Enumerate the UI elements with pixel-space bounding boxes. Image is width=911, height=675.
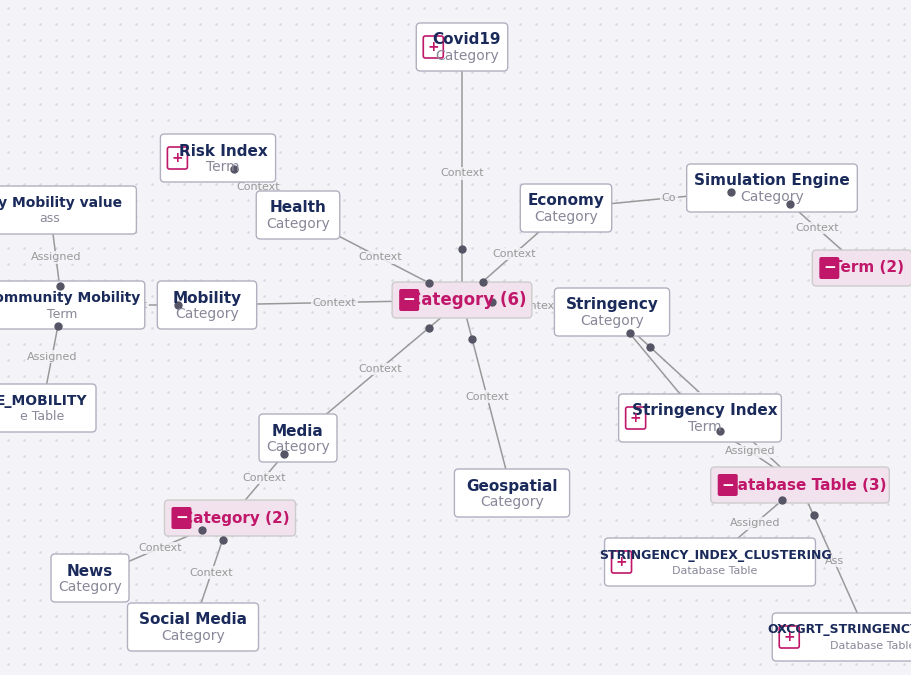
FancyBboxPatch shape	[625, 407, 645, 429]
FancyBboxPatch shape	[778, 626, 798, 648]
FancyBboxPatch shape	[0, 281, 145, 329]
Text: Context: Context	[312, 298, 356, 308]
Text: Context: Context	[794, 223, 838, 233]
Text: Context: Context	[515, 301, 558, 311]
FancyBboxPatch shape	[686, 164, 856, 212]
Text: +: +	[630, 411, 640, 425]
Text: Category: Category	[435, 49, 498, 63]
Text: STRINGENCY_INDEX_CLUSTERING: STRINGENCY_INDEX_CLUSTERING	[598, 549, 831, 562]
Text: Category: Category	[58, 580, 122, 594]
Text: Assigned: Assigned	[724, 446, 774, 456]
FancyBboxPatch shape	[717, 474, 737, 496]
FancyBboxPatch shape	[554, 288, 669, 336]
Text: Term: Term	[46, 308, 77, 321]
FancyBboxPatch shape	[164, 500, 295, 536]
FancyBboxPatch shape	[171, 507, 191, 529]
Text: Category: Category	[579, 314, 643, 328]
FancyBboxPatch shape	[51, 554, 128, 602]
Text: Database Table: Database Table	[829, 641, 911, 651]
Text: Assigned: Assigned	[729, 518, 780, 529]
Text: Social Media: Social Media	[138, 612, 247, 628]
Text: Category: Category	[266, 440, 330, 454]
Text: Category (2): Category (2)	[182, 510, 290, 526]
FancyBboxPatch shape	[519, 184, 611, 232]
FancyBboxPatch shape	[812, 250, 911, 286]
Text: Category: Category	[479, 495, 543, 509]
Text: ass: ass	[39, 213, 60, 225]
Text: Term: Term	[688, 420, 721, 434]
Text: OXCGRT_STRINGENCY_FOR_PR: OXCGRT_STRINGENCY_FOR_PR	[766, 624, 911, 637]
FancyBboxPatch shape	[128, 603, 258, 651]
FancyBboxPatch shape	[611, 551, 630, 573]
Text: Context: Context	[465, 392, 508, 402]
Text: Term: Term	[206, 160, 240, 174]
Text: Context: Context	[358, 364, 402, 374]
Text: E_MOBILITY: E_MOBILITY	[0, 394, 87, 408]
Text: Stringency Index: Stringency Index	[631, 404, 777, 418]
Text: Context: Context	[358, 252, 402, 263]
Text: nity Mobility value: nity Mobility value	[0, 196, 122, 210]
Text: e Table: e Table	[20, 410, 64, 423]
Text: Context: Context	[440, 169, 483, 178]
Text: Simulation Engine: Simulation Engine	[693, 173, 849, 188]
FancyBboxPatch shape	[604, 538, 814, 586]
Text: Term (2): Term (2)	[831, 261, 903, 275]
FancyBboxPatch shape	[160, 134, 275, 182]
Text: −: −	[721, 477, 733, 493]
Text: Context: Context	[236, 182, 280, 192]
FancyBboxPatch shape	[0, 186, 137, 234]
Text: Category (6): Category (6)	[409, 291, 527, 309]
Text: Cont: Cont	[121, 300, 148, 310]
FancyBboxPatch shape	[399, 289, 419, 311]
Text: +: +	[171, 151, 183, 165]
Text: Database Table (3): Database Table (3)	[724, 477, 885, 493]
FancyBboxPatch shape	[256, 191, 340, 239]
Text: Category: Category	[266, 217, 330, 231]
FancyBboxPatch shape	[454, 469, 569, 517]
Text: Context: Context	[242, 473, 285, 483]
Text: +: +	[783, 630, 794, 644]
FancyBboxPatch shape	[259, 414, 337, 462]
Text: Category: Category	[534, 210, 598, 224]
Text: Media: Media	[271, 423, 323, 439]
Text: Stringency: Stringency	[565, 298, 658, 313]
FancyBboxPatch shape	[392, 282, 531, 318]
Text: Assigned: Assigned	[26, 352, 77, 362]
Text: Co: Co	[661, 193, 676, 203]
Text: Assigned: Assigned	[31, 252, 81, 263]
Text: Database Table: Database Table	[671, 566, 757, 576]
Text: +: +	[615, 555, 627, 569]
Text: Context: Context	[683, 394, 727, 404]
Text: Category: Category	[740, 190, 803, 204]
Text: Mobility: Mobility	[172, 290, 241, 306]
FancyBboxPatch shape	[818, 257, 838, 279]
FancyBboxPatch shape	[415, 23, 507, 71]
FancyBboxPatch shape	[772, 613, 911, 661]
Text: Geospatial: Geospatial	[466, 479, 558, 493]
Text: News: News	[67, 564, 113, 578]
FancyBboxPatch shape	[157, 281, 256, 329]
FancyBboxPatch shape	[168, 147, 187, 169]
Text: Economy: Economy	[527, 194, 604, 209]
FancyBboxPatch shape	[423, 36, 443, 58]
Text: Context: Context	[492, 249, 536, 259]
FancyBboxPatch shape	[710, 467, 888, 503]
Text: Health: Health	[270, 200, 326, 215]
FancyBboxPatch shape	[618, 394, 781, 442]
Text: Category: Category	[175, 307, 239, 321]
Text: Ass: Ass	[824, 556, 843, 566]
Text: Context: Context	[138, 543, 181, 553]
Text: +: +	[427, 40, 438, 54]
Text: −: −	[403, 292, 415, 308]
FancyBboxPatch shape	[0, 384, 96, 432]
Text: Risk Index: Risk Index	[179, 144, 267, 159]
Text: Community Mobility: Community Mobility	[0, 291, 140, 305]
Text: Category: Category	[161, 629, 225, 643]
Text: −: −	[822, 261, 834, 275]
Text: Covid19: Covid19	[433, 32, 501, 47]
Text: −: −	[175, 510, 188, 526]
Text: Context: Context	[189, 568, 233, 578]
